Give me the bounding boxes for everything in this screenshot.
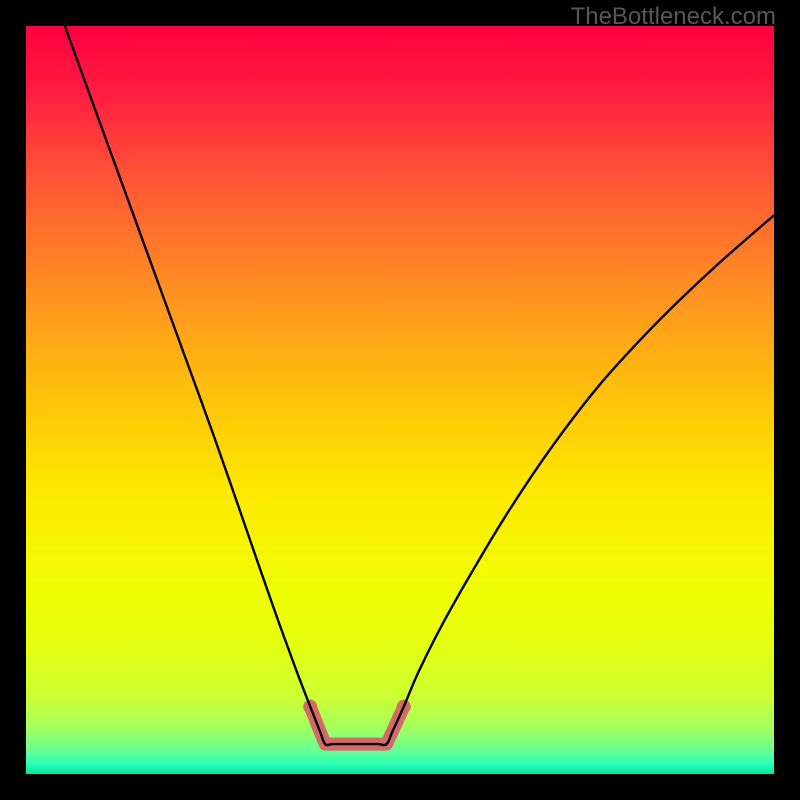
gradient-background xyxy=(26,26,774,774)
watermark-label: TheBottleneck.com xyxy=(571,3,776,31)
bottleneck-chart-svg xyxy=(0,0,800,800)
chart-stage: TheBottleneck.com xyxy=(0,0,800,800)
